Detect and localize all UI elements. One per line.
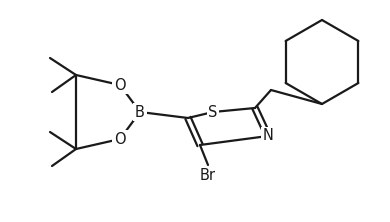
- Text: N: N: [262, 129, 273, 143]
- Text: Br: Br: [200, 168, 216, 182]
- Text: S: S: [208, 105, 218, 119]
- Text: B: B: [135, 105, 145, 119]
- Text: O: O: [114, 77, 126, 93]
- Text: O: O: [114, 131, 126, 147]
